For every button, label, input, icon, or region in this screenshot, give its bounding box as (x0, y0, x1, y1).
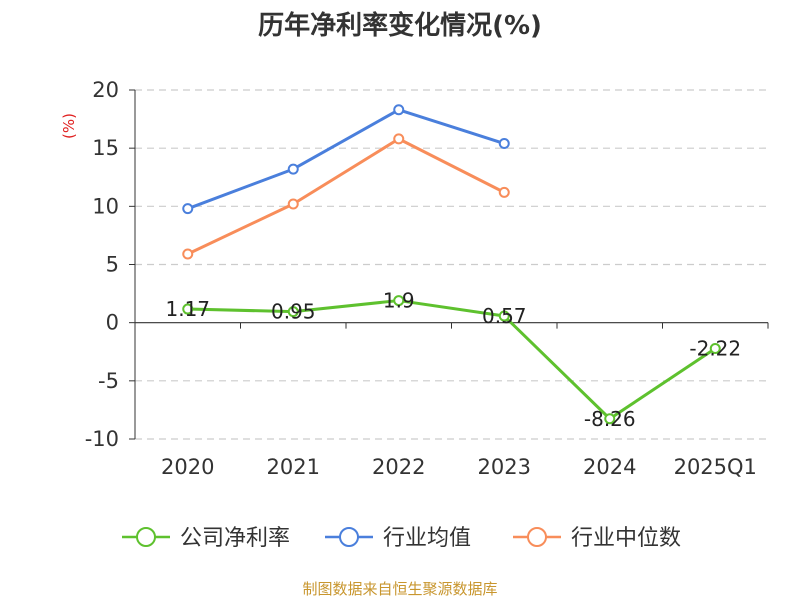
legend-label: 公司净利率 (180, 526, 290, 551)
legend: 公司净利率 行业均值 行业中位数 (122, 526, 681, 551)
x-tick-label: 2022 (372, 455, 425, 479)
y-tick-label: -10 (85, 427, 119, 451)
data-point (287, 306, 299, 318)
y-axis: -10 -5 0 5 10 15 20 (85, 78, 136, 451)
data-point (287, 163, 299, 175)
y-tick-label: -5 (98, 369, 119, 393)
series-line (187, 108, 505, 211)
legend-label: 行业中位数 (571, 526, 681, 551)
y-tick-label: 10 (92, 194, 119, 218)
data-point (393, 104, 405, 116)
data-point (393, 295, 405, 307)
series-line (187, 137, 505, 256)
data-point (182, 248, 194, 260)
data-label: 0.95 (271, 300, 316, 324)
data-point (287, 198, 299, 210)
data-point (498, 186, 510, 198)
data-point (604, 413, 616, 425)
data-label: 1.9 (383, 289, 415, 313)
source-note: 制图数据来自恒生聚源数据库 (302, 580, 497, 598)
legend-swatch-marker (339, 527, 359, 547)
x-tick-label: 2021 (267, 455, 320, 479)
data-point (709, 342, 721, 354)
data-label: -8.26 (584, 407, 636, 431)
legend-swatch-marker (136, 527, 156, 547)
x-tick-label: 2023 (478, 455, 531, 479)
grid-lines (135, 89, 768, 440)
data-point (393, 133, 405, 145)
legend-swatch-marker (527, 527, 547, 547)
data-label: 0.57 (482, 304, 527, 328)
x-tick-label: 2024 (583, 455, 636, 479)
data-label: 1.17 (165, 297, 210, 321)
y-tick-label: 0 (106, 311, 119, 335)
x-axis: 2020 2021 2022 2023 2024 2025Q1 (134, 322, 769, 479)
series-lines (182, 104, 721, 425)
y-axis-label: (%) (60, 113, 78, 139)
y-tick-label: 20 (92, 78, 119, 102)
data-point (182, 203, 194, 215)
chart-title: 历年净利率变化情况(%) (258, 10, 542, 41)
data-label: -2.22 (689, 336, 741, 360)
data-labels: 1.17 0.95 1.9 0.57 -8.26 -2.22 (165, 289, 741, 431)
data-point (182, 303, 194, 315)
data-point (498, 138, 510, 150)
x-tick-label: 2020 (161, 455, 214, 479)
legend-label: 行业均值 (383, 526, 471, 551)
x-tick-label: 2025Q1 (674, 455, 757, 479)
data-point (498, 310, 510, 322)
y-tick-label: 15 (92, 136, 119, 160)
y-tick-label: 5 (106, 253, 119, 277)
series-line (187, 299, 717, 421)
